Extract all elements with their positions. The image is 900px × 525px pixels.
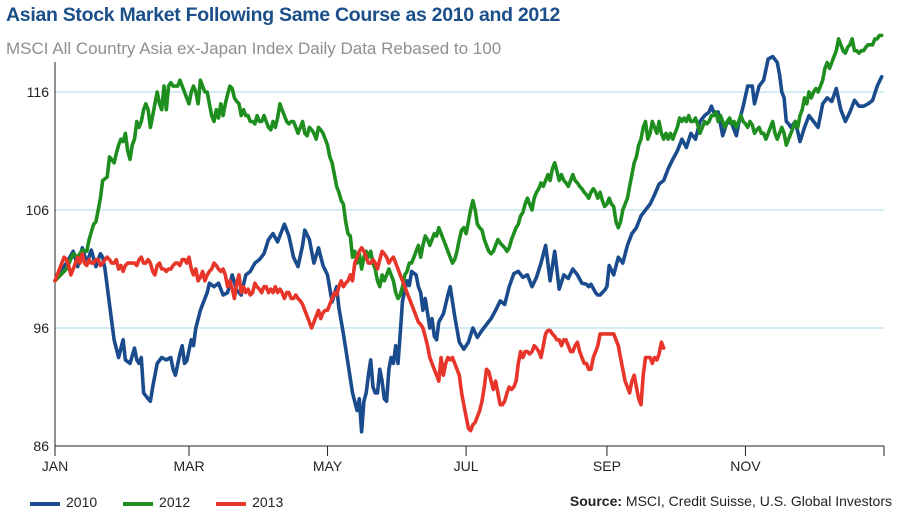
chart-subtitle: MSCI All Country Asia ex-Japan Index Dai… — [6, 39, 502, 58]
source-text: MSCI, Credit Suisse, U.S. Global Investo… — [625, 493, 892, 509]
legend-label-2012: 2012 — [159, 494, 191, 511]
legend-swatch-2013 — [216, 501, 247, 506]
y-tick-label: 86 — [33, 438, 49, 454]
x-tick-label: JAN — [42, 458, 68, 474]
series-lines — [53, 33, 884, 434]
legend-label-2010: 2010 — [66, 494, 98, 511]
legend-item-2010: 2010 — [30, 494, 97, 510]
series-line-2013 — [53, 246, 666, 433]
series-line-2010 — [53, 54, 884, 434]
legend-label-2013: 2013 — [252, 494, 284, 511]
legend-swatch-2012 — [123, 501, 154, 506]
source-label: Source: — [569, 493, 623, 509]
x-tick-label: NOV — [730, 458, 761, 474]
y-tick-label: 96 — [33, 320, 49, 336]
legend-item-2012: 2012 — [123, 494, 190, 510]
legend-swatch-2010 — [30, 501, 60, 506]
legend: 2010 2012 2013 — [30, 493, 305, 510]
x-tick-label: JUL — [454, 458, 479, 474]
source-note: Source: MSCI, Credit Suisse, U.S. Global… — [570, 493, 892, 509]
x-tick-label: MAY — [313, 458, 343, 474]
y-tick-label: 106 — [26, 202, 50, 218]
legend-item-2013: 2013 — [216, 494, 283, 510]
x-tick-label: MAR — [173, 458, 204, 474]
chart-title: Asian Stock Market Following Same Course… — [6, 4, 561, 26]
y-tick-label: 116 — [27, 84, 50, 100]
axes: 86 96 106 116 JAN MAR MAY JUL SEP NOV — [26, 62, 885, 474]
x-tick-label: SEP — [593, 458, 621, 474]
series-line-2012 — [53, 33, 884, 301]
